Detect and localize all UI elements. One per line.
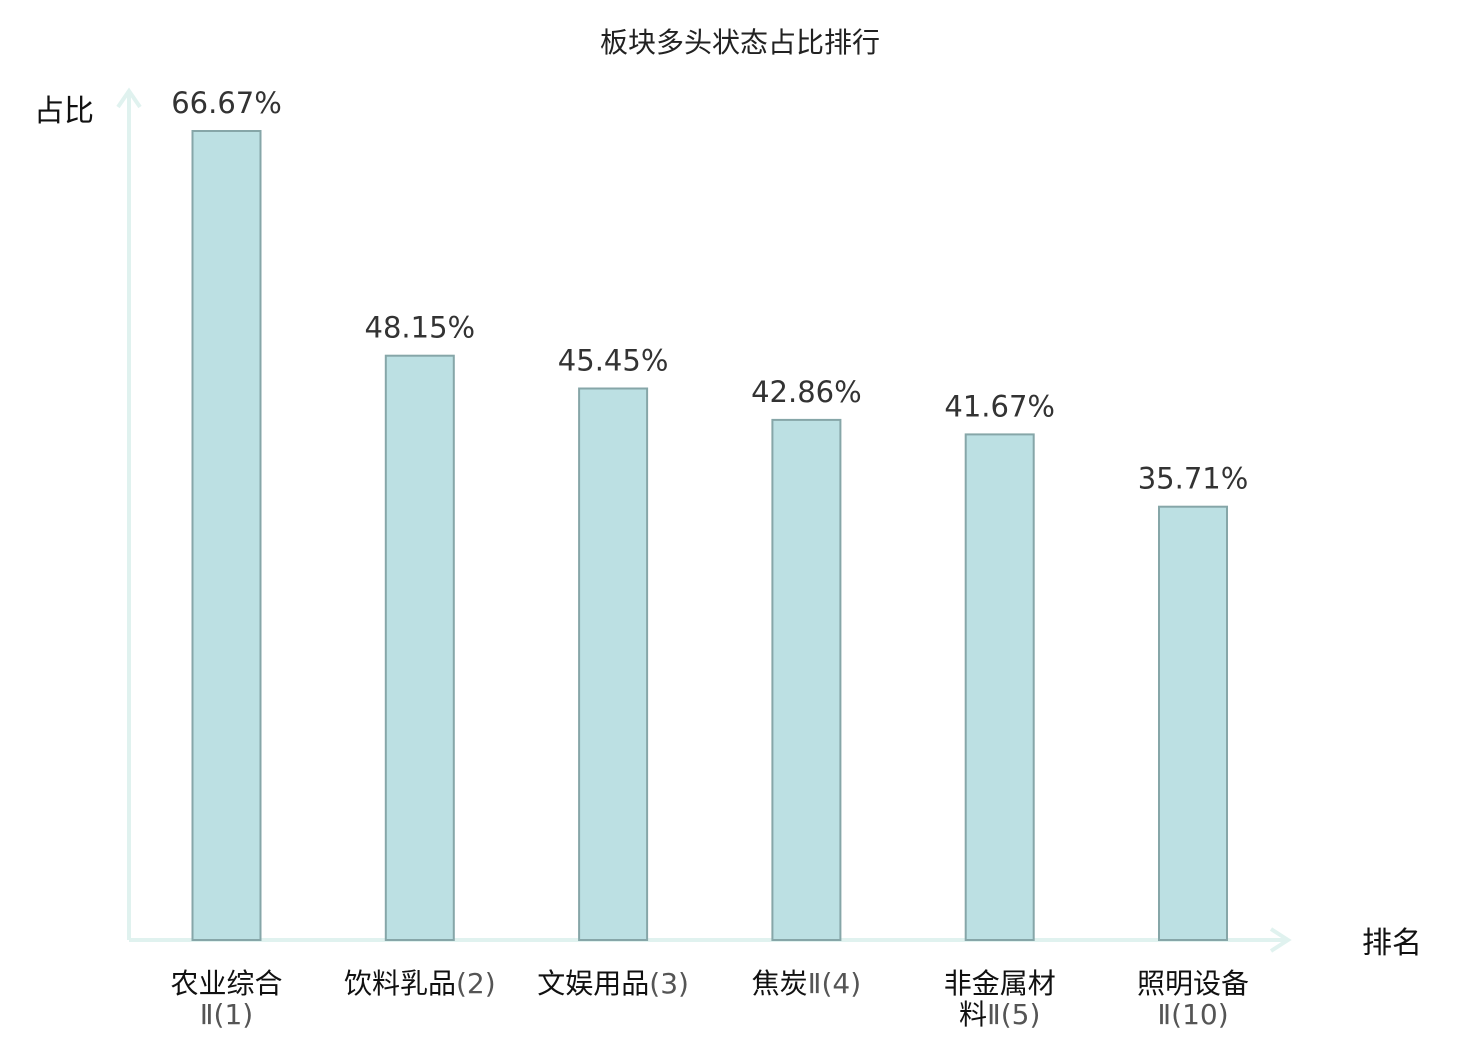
chart-title: 板块多头状态占比排行 [600, 26, 880, 59]
category-name: 焦炭 [752, 967, 808, 1000]
bar [384, 354, 455, 941]
category-name: 料 [959, 998, 987, 1031]
bar-value-label: 41.67% [944, 389, 1055, 423]
category-name: 文娱用品 [537, 967, 649, 1000]
category-label: 农业综合 [170, 967, 282, 1000]
bar [578, 387, 649, 941]
category-label: Ⅱ(10) [1157, 998, 1228, 1031]
bar-value-label: 45.45% [558, 344, 669, 378]
bar-value-label: 66.67% [171, 86, 282, 120]
x-axis [129, 927, 1292, 953]
category-label: 焦炭Ⅱ(4) [752, 967, 861, 1000]
bars [191, 130, 1228, 941]
category-name: 农业综合 [170, 967, 282, 1000]
category-label: 照明设备 [1137, 967, 1249, 1000]
bar-value-label: 35.71% [1138, 462, 1249, 496]
category-rank: (2) [456, 967, 496, 1000]
category-name: 非金属材 [944, 967, 1056, 1000]
category-label: 饮料乳品(2) [344, 967, 496, 1000]
y-axis-title: 占比 [34, 94, 94, 129]
category-rank: Ⅱ(1) [200, 998, 253, 1031]
category-label: Ⅱ(1) [200, 998, 253, 1031]
x-axis-title: 排名 [1362, 926, 1422, 961]
bar [1158, 505, 1228, 941]
category-rank: Ⅱ(4) [808, 967, 861, 1000]
value-labels: 66.67% 48.15% 45.45% 42.86% 41.67% 35.71% [171, 86, 1248, 496]
category-label: 文娱用品(3) [537, 967, 689, 1000]
category-rank: (3) [649, 967, 689, 1000]
category-label: 非金属材 [944, 967, 1056, 1000]
category-name: 照明设备 [1137, 967, 1249, 1000]
y-axis [116, 87, 142, 940]
bar [191, 130, 262, 941]
bar [964, 433, 1035, 941]
category-name: 饮料乳品 [344, 967, 456, 1000]
y-axis-arrow [116, 87, 142, 109]
bar-value-label: 48.15% [365, 311, 476, 345]
category-label: 料Ⅱ(5) [959, 998, 1040, 1031]
category-rank: Ⅱ(5) [987, 998, 1040, 1031]
bar-value-label: 42.86% [751, 375, 862, 409]
x-axis-arrow [1269, 927, 1292, 953]
bar [771, 418, 842, 941]
category-rank: Ⅱ(10) [1157, 998, 1228, 1031]
